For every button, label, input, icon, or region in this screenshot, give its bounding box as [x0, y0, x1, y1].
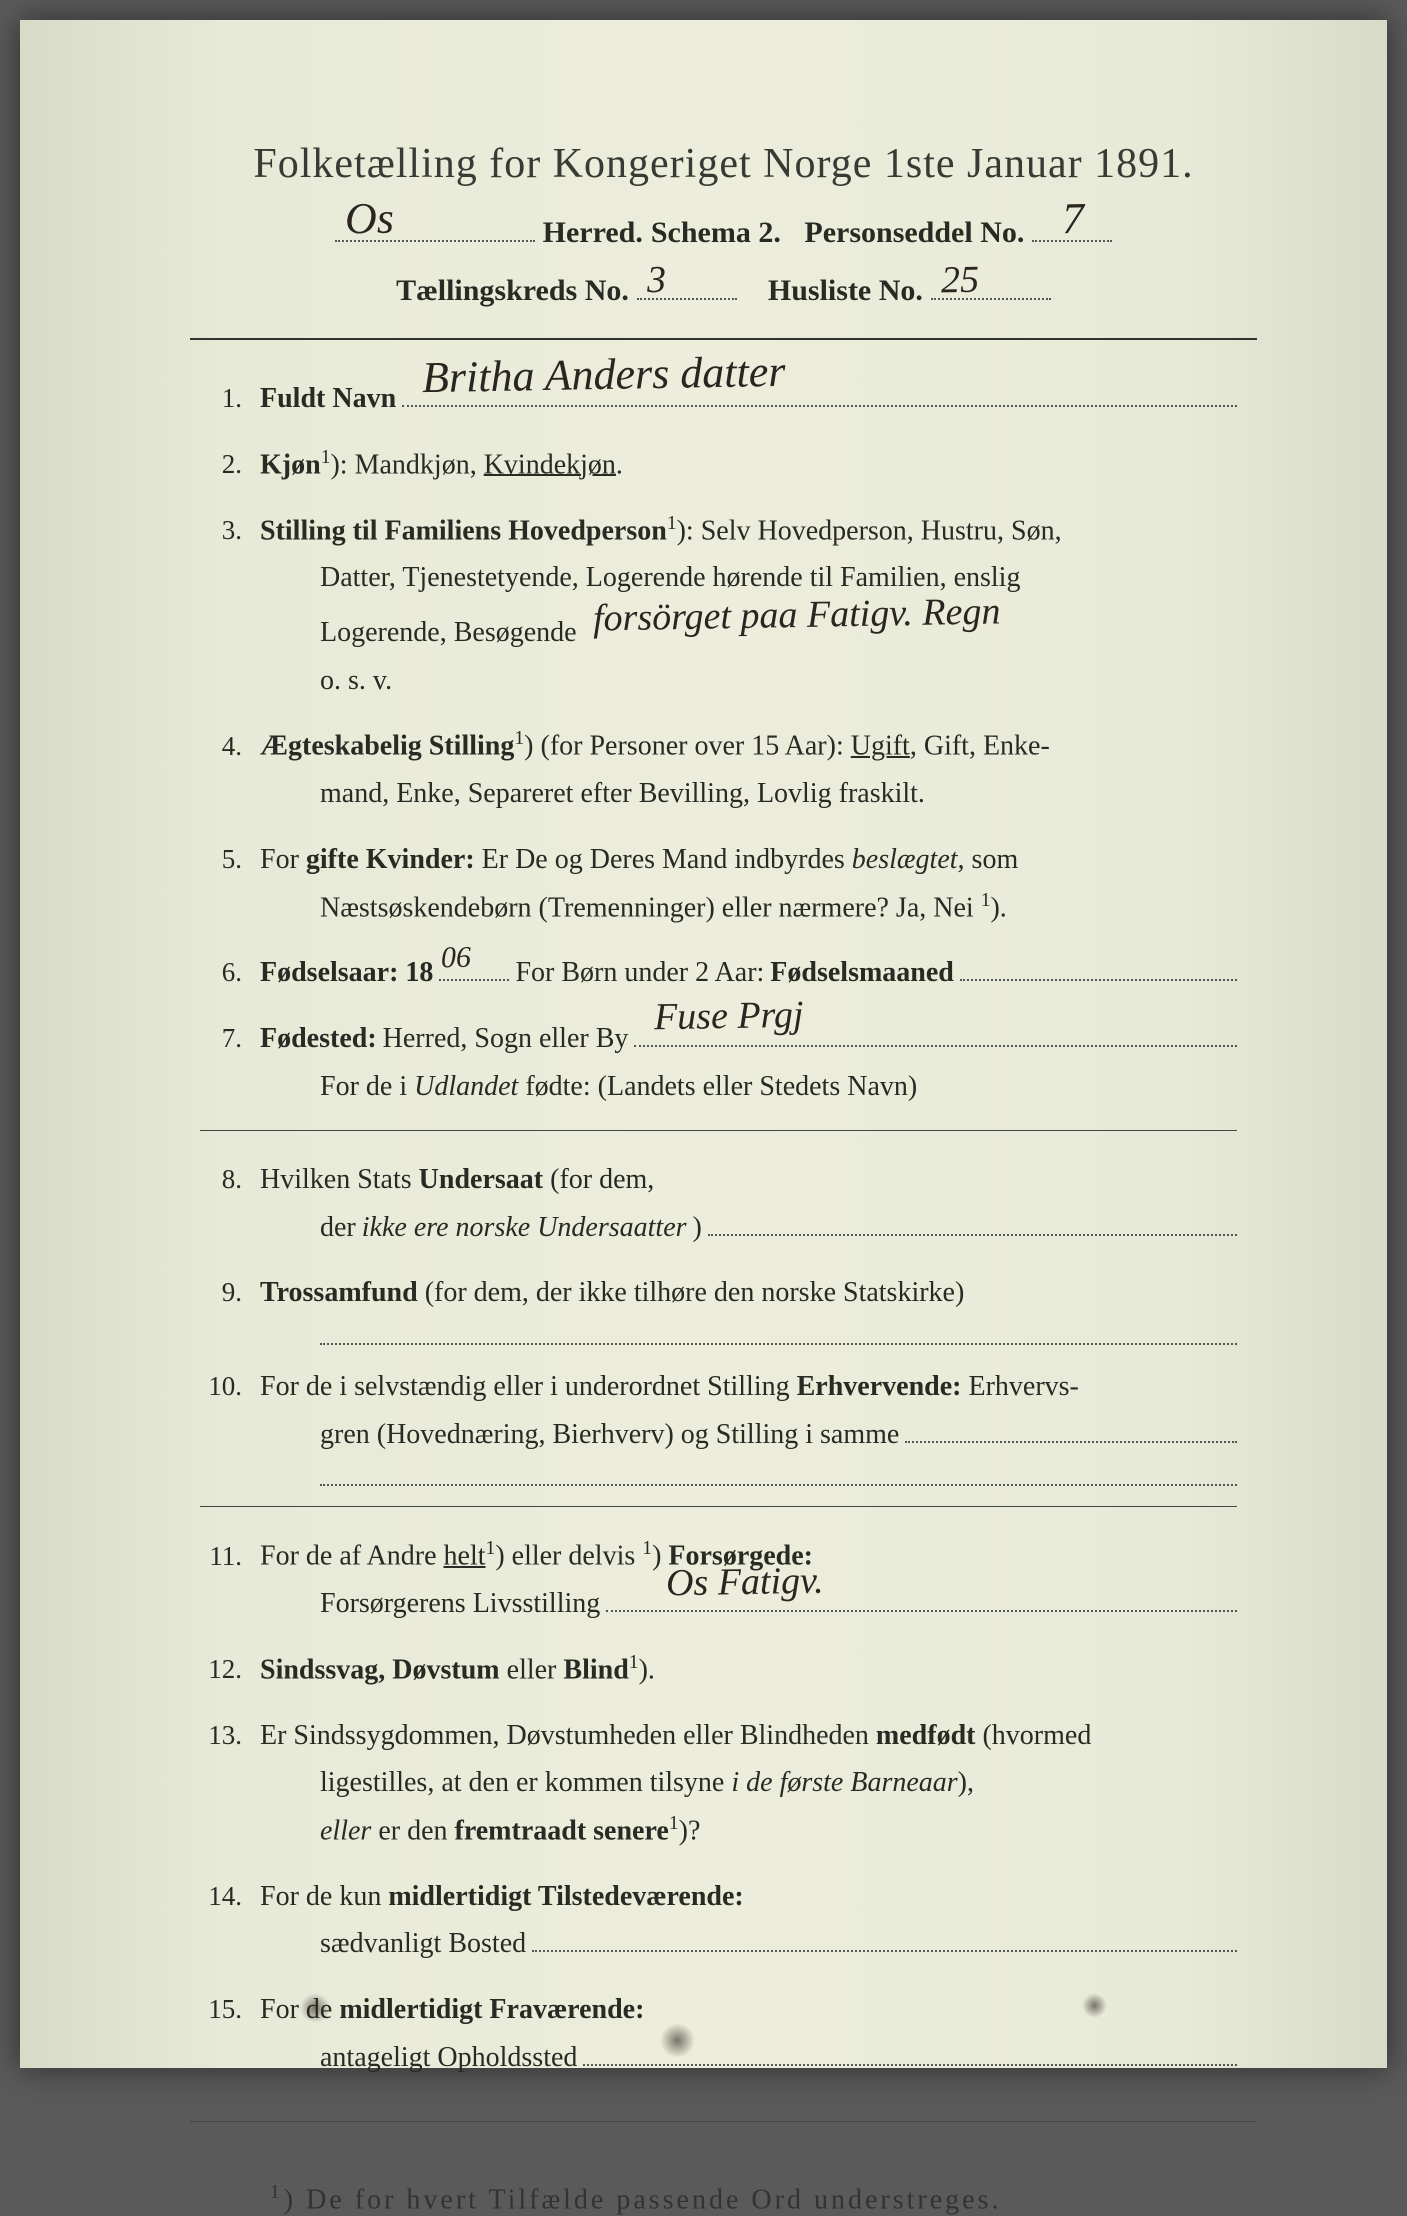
occupation-field-2 [320, 1458, 1237, 1486]
birthplace-value: Fuse Prgj [654, 983, 805, 1050]
header-line-2: Tællingskreds No. 3 Husliste No. 25 [190, 264, 1257, 308]
birthplace-field: Fuse Prgj [634, 1019, 1237, 1047]
relation-value: forsörget paa Fatigv. Regn [592, 579, 1000, 651]
herred-value: Os [344, 193, 394, 245]
residence-field [532, 1924, 1237, 1952]
divider-4 [190, 2121, 1257, 2122]
row-3: 3. Stilling til Familiens Hovedperson1):… [200, 507, 1237, 705]
husliste-field: 25 [931, 264, 1051, 300]
row-8: 8. Hvilken Stats Undersaat (for dem, der… [200, 1156, 1237, 1251]
marital-selected: Ugift [851, 731, 910, 762]
row-14: 14. For de kun midlertidigt Tilstedevære… [200, 1873, 1237, 1968]
birthmonth-field [960, 953, 1237, 981]
kreds-field: 3 [637, 264, 737, 300]
row-13: 13. Er Sindssygdommen, Døvstumheden elle… [200, 1712, 1237, 1855]
husliste-label: Husliste No. [768, 274, 923, 308]
stain-2 [660, 2023, 695, 2058]
footnote: 1) De for hvert Tilfælde passende Ord un… [190, 2182, 1257, 2216]
row-12: 12. Sindssvag, Døvstum eller Blind1). [200, 1646, 1237, 1694]
row-7: 7. Fødested: Herred, Sogn eller By Fuse … [200, 1015, 1237, 1110]
row-1: 1. Fuldt Navn Britha Anders datter [200, 375, 1237, 423]
birthyear-field: 06 [439, 979, 509, 981]
kreds-value: 3 [647, 258, 667, 302]
herred-label: Herred. [543, 216, 643, 250]
row-15: 15. For de midlertidigt Fraværende: anta… [200, 1986, 1237, 2081]
provider-value: Os Fatigv. [666, 1548, 825, 1615]
personseddel-field: 7 [1032, 206, 1112, 242]
religion-field [320, 1317, 1237, 1345]
census-form-page: Folketælling for Kongeriget Norge 1ste J… [20, 20, 1387, 2068]
personseddel-value: 7 [1062, 193, 1085, 244]
stain-3 [1082, 1993, 1107, 2018]
form-header: Folketælling for Kongeriget Norge 1ste J… [190, 140, 1257, 308]
header-line-1: Os Herred. Schema 2. Personseddel No. 7 [190, 206, 1257, 250]
form-title: Folketælling for Kongeriget Norge 1ste J… [190, 140, 1257, 188]
form-body: 1. Fuldt Navn Britha Anders datter 2. Kj… [190, 375, 1257, 2081]
name-value: Britha Anders datter [422, 335, 787, 416]
row-5: 5. For gifte Kvinder: Er De og Deres Man… [200, 836, 1237, 932]
husliste-value: 25 [941, 258, 980, 303]
row-4: 4. Ægteskabelig Stilling1) (for Personer… [200, 722, 1237, 818]
birthyear-value: 06 [441, 932, 472, 984]
kreds-label: Tællingskreds No. [396, 274, 629, 308]
name-field: Britha Anders datter [402, 379, 1237, 407]
schema-label: Schema 2. [651, 216, 781, 250]
row-2: 2. Kjøn1): Mandkjøn, Kvindekjøn. [200, 441, 1237, 489]
relation-field: forsörget paa Fatigv. Regn [583, 602, 1237, 641]
herred-field: Os [335, 206, 535, 242]
row-10: 10. For de i selvstændig eller i underor… [200, 1363, 1237, 1486]
row-9: 9. Trossamfund (for dem, der ikke tilhør… [200, 1269, 1237, 1345]
personseddel-label: Personseddel No. [804, 216, 1024, 250]
divider-2 [200, 1130, 1237, 1131]
provider-field: Os Fatigv. [606, 1584, 1237, 1612]
sex-label: Kjøn [260, 449, 321, 480]
sex-selected: Kvindekjøn [484, 449, 616, 480]
occupation-field-1 [905, 1415, 1237, 1443]
stain-1 [300, 1993, 330, 2023]
name-label: Fuldt Navn [260, 375, 396, 423]
citizenship-field [708, 1208, 1237, 1236]
divider-3 [200, 1506, 1237, 1507]
row-11: 11. For de af Andre helt1) eller delvis … [200, 1532, 1237, 1628]
